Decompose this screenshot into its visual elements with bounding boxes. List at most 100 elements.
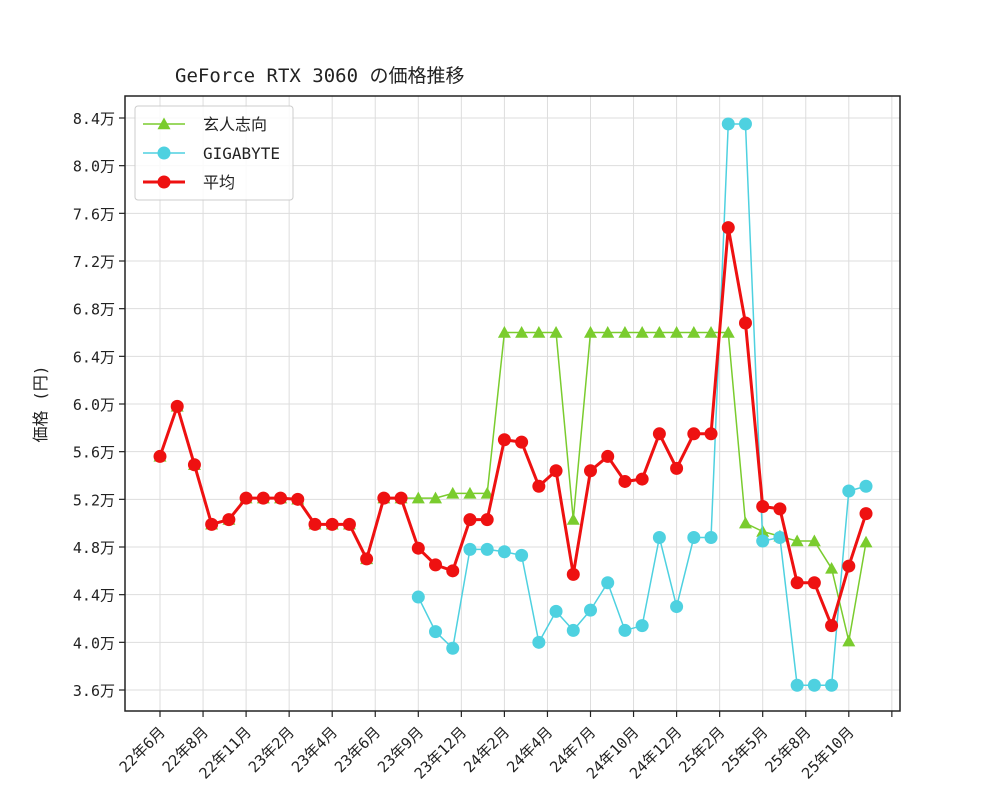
triangle-marker bbox=[429, 491, 443, 504]
circle-marker bbox=[187, 458, 201, 472]
triangle-marker bbox=[532, 326, 546, 338]
circle-marker bbox=[842, 484, 856, 498]
triangle-marker bbox=[704, 326, 718, 338]
circle-marker bbox=[687, 530, 701, 544]
triangle-marker bbox=[859, 535, 873, 548]
circle-marker bbox=[377, 491, 391, 505]
triangle-marker bbox=[687, 326, 701, 338]
circle-marker bbox=[446, 641, 460, 655]
y-tick-label: 6.8万 bbox=[73, 301, 115, 319]
legend-label: 平均 bbox=[203, 173, 235, 192]
triangle-marker bbox=[411, 491, 425, 504]
triangle-marker bbox=[842, 634, 856, 647]
y-tick-label: 7.2万 bbox=[73, 253, 115, 271]
circle-marker bbox=[807, 576, 821, 590]
circle-marker bbox=[807, 678, 821, 692]
triangle-marker bbox=[601, 326, 615, 338]
triangle-marker bbox=[480, 486, 494, 499]
triangle-marker bbox=[618, 326, 632, 338]
legend-label: GIGABYTE bbox=[203, 144, 280, 163]
data-series bbox=[153, 117, 873, 692]
triangle-marker bbox=[566, 513, 580, 525]
circle-marker bbox=[773, 530, 787, 544]
circle-marker bbox=[704, 427, 718, 441]
circle-marker bbox=[308, 517, 322, 531]
circle-marker bbox=[601, 576, 615, 590]
series-2 bbox=[153, 221, 873, 633]
series-1 bbox=[411, 117, 873, 692]
circle-marker bbox=[532, 479, 546, 493]
x-tick-label: 25年5月 bbox=[718, 723, 771, 776]
circle-marker bbox=[463, 542, 477, 556]
circle-marker bbox=[842, 559, 856, 573]
circle-marker bbox=[790, 678, 804, 692]
series-line bbox=[417, 123, 867, 686]
x-tick-label: 23年2月 bbox=[245, 723, 298, 776]
circle-marker bbox=[497, 433, 511, 447]
circle-marker bbox=[411, 541, 425, 555]
circle-marker bbox=[618, 623, 632, 637]
circle-marker bbox=[756, 534, 770, 548]
circle-marker bbox=[652, 427, 666, 441]
triangle-marker bbox=[515, 326, 529, 338]
triangle-marker bbox=[497, 326, 511, 338]
triangle-marker bbox=[790, 534, 804, 547]
y-tick-label: 6.4万 bbox=[73, 348, 115, 366]
circle-marker bbox=[325, 517, 339, 531]
y-tick-label: 4.4万 bbox=[73, 587, 115, 605]
circle-marker bbox=[222, 513, 236, 527]
circle-marker bbox=[635, 619, 649, 633]
triangle-marker bbox=[721, 326, 735, 338]
circle-marker bbox=[859, 507, 873, 521]
circle-marker bbox=[291, 492, 305, 506]
circle-marker bbox=[463, 513, 477, 527]
circle-marker bbox=[687, 427, 701, 441]
circle-marker bbox=[773, 502, 787, 516]
circle-marker bbox=[825, 619, 839, 633]
x-tick-label: 25年2月 bbox=[675, 723, 728, 776]
x-tick-label: 22年6月 bbox=[116, 723, 169, 776]
circle-marker bbox=[635, 472, 649, 486]
y-tick-label: 4.0万 bbox=[73, 634, 115, 652]
circle-marker bbox=[342, 517, 356, 531]
circle-marker bbox=[584, 464, 597, 478]
circle-marker bbox=[738, 316, 752, 330]
circle-marker bbox=[549, 604, 563, 618]
circle-marker bbox=[790, 576, 804, 590]
y-tick-label: 5.2万 bbox=[73, 491, 115, 509]
circle-marker bbox=[446, 564, 460, 578]
circle-marker bbox=[411, 590, 425, 604]
circle-marker bbox=[256, 491, 270, 505]
legend: 玄人志向 GIGABYTE 平均 bbox=[134, 105, 294, 201]
x-tick-label: 24年4月 bbox=[503, 723, 556, 776]
legend-circle-icon bbox=[157, 175, 171, 189]
circle-marker bbox=[153, 449, 167, 463]
circle-marker bbox=[721, 221, 735, 235]
circle-marker bbox=[429, 625, 443, 639]
circle-marker bbox=[360, 552, 374, 566]
circle-marker bbox=[497, 545, 511, 559]
triangle-marker bbox=[652, 326, 666, 338]
y-tick-label: 8.0万 bbox=[73, 158, 115, 176]
series-line bbox=[158, 226, 868, 628]
circle-marker bbox=[515, 548, 529, 562]
y-tick-label: 4.8万 bbox=[73, 539, 115, 557]
circle-marker bbox=[618, 474, 632, 488]
circle-marker bbox=[205, 517, 219, 531]
circle-marker bbox=[429, 558, 443, 572]
series-0 bbox=[153, 326, 873, 647]
chart-title: GeForce RTX 3060 の価格推移 bbox=[175, 65, 464, 87]
circle-marker bbox=[738, 117, 752, 131]
circle-marker bbox=[394, 491, 408, 505]
y-tick-label: 7.6万 bbox=[73, 205, 115, 223]
triangle-marker bbox=[807, 534, 821, 547]
circle-marker bbox=[825, 678, 839, 692]
circle-marker bbox=[170, 399, 184, 413]
triangle-marker bbox=[670, 326, 684, 338]
y-tick-label: 8.4万 bbox=[73, 110, 115, 128]
y-tick-label: 5.6万 bbox=[73, 444, 115, 462]
circle-marker bbox=[670, 461, 684, 475]
x-axis: 22年6月22年8月22年11月23年2月23年4月23年6月23年9月23年1… bbox=[116, 711, 893, 783]
circle-marker bbox=[721, 117, 735, 131]
